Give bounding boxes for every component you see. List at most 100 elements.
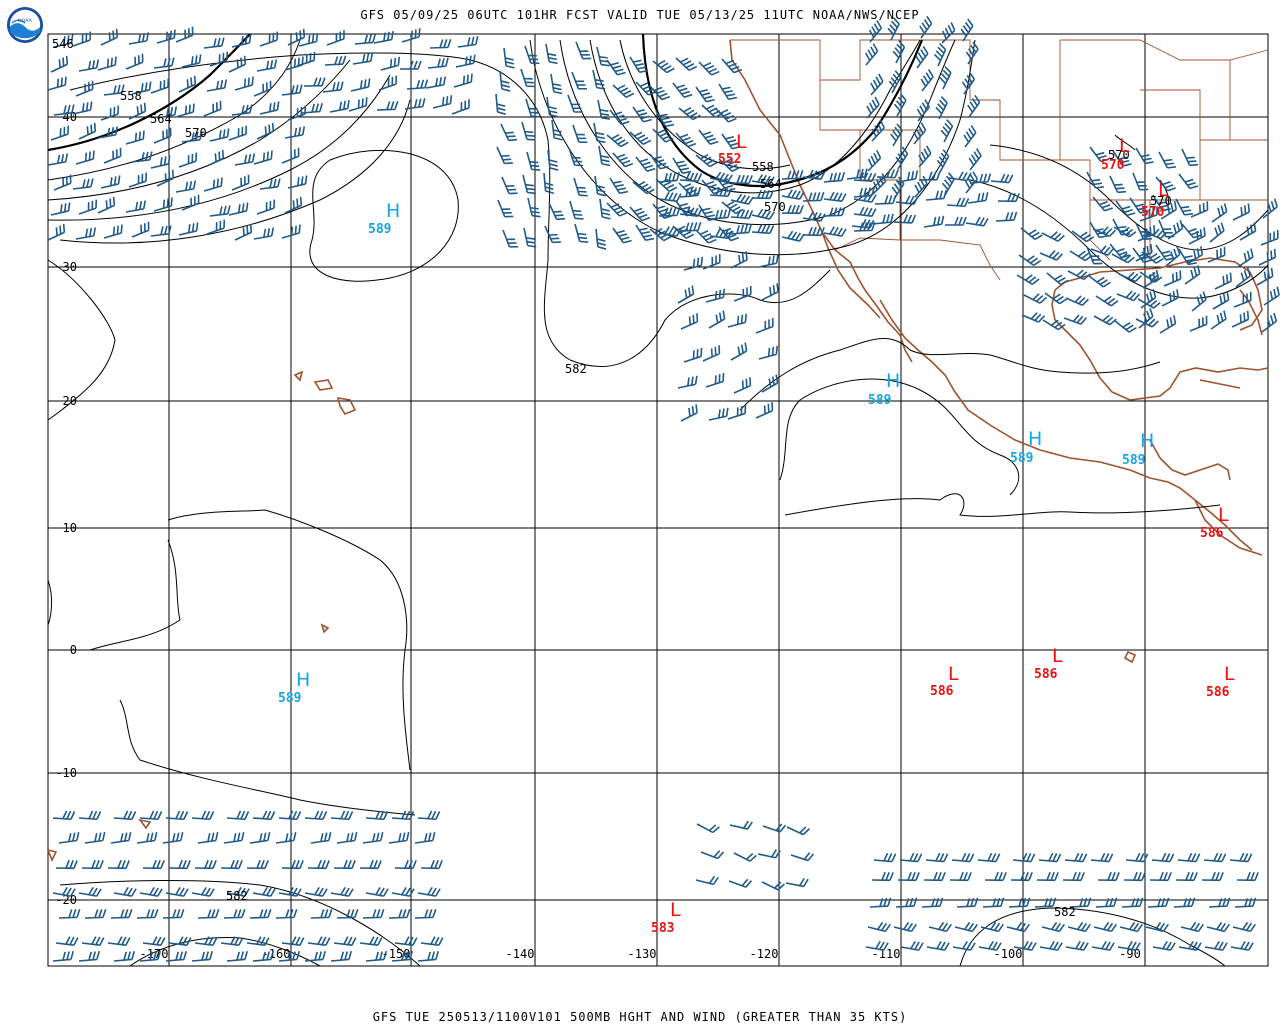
wind-barb (718, 83, 738, 101)
wind-barb (708, 407, 729, 421)
low-centers: L 552 L 570 L 570 L 586 L 586 L 586 L 58… (651, 131, 1235, 936)
wind-barb (1211, 203, 1228, 223)
wind-barb (718, 158, 741, 172)
wind-barb (897, 170, 919, 183)
wind-barb (980, 921, 1004, 933)
wind-barb (304, 810, 328, 821)
wind-barb (680, 404, 698, 422)
wind-barb (728, 878, 753, 888)
wind-barb (865, 940, 889, 951)
wind-barb (870, 73, 884, 96)
wind-barb (575, 41, 592, 60)
wind-barb (612, 152, 634, 168)
wind-barb (1065, 295, 1090, 307)
wind-barb (1112, 218, 1131, 236)
wind-barb (918, 171, 941, 181)
wind-barb (544, 225, 561, 244)
wind-barb (1109, 243, 1130, 259)
wind-barb (718, 226, 740, 242)
low-marker: L (1052, 645, 1063, 667)
wind-barb (1208, 897, 1231, 908)
wind-barb (895, 195, 919, 205)
wind-barb (81, 859, 104, 870)
wind-barb (652, 128, 674, 143)
wind-barb (53, 104, 75, 116)
wind-barb (635, 156, 656, 172)
wind-barb (103, 224, 123, 239)
contour-label: 558 (120, 89, 142, 103)
wind-barb (209, 128, 230, 142)
wind-barb (499, 70, 511, 92)
wind-barb (524, 45, 540, 65)
wind-barb (1214, 272, 1232, 290)
wind-barb (967, 191, 989, 204)
wind-barb (785, 877, 809, 888)
wind-barb (391, 950, 413, 962)
wind-barb (246, 859, 269, 870)
wind-barb (1095, 897, 1118, 908)
wind-barb (952, 940, 976, 951)
wind-barb (525, 98, 540, 118)
wind-barb (388, 909, 411, 919)
wind-barb (1020, 227, 1043, 241)
wind-barb (893, 214, 917, 224)
wind-barb (915, 45, 929, 69)
wind-barb (97, 56, 117, 71)
wind-barb (593, 122, 606, 144)
wind-barb (1041, 231, 1065, 242)
wind-barb (606, 133, 629, 148)
wind-barb (53, 34, 74, 48)
wind-barb (802, 226, 825, 237)
wind-barb (678, 106, 701, 121)
wind-barb (761, 881, 785, 891)
wind-barb (1067, 269, 1091, 281)
wind-barb (278, 810, 302, 821)
low-marker: L (1158, 179, 1169, 201)
wind-barb (1089, 146, 1110, 163)
wind-barb (956, 897, 979, 908)
wind-barb (330, 886, 354, 897)
wind-barb (352, 52, 374, 65)
wind-barb (876, 169, 900, 179)
wind-barb (55, 859, 78, 870)
wind-barb (933, 43, 947, 67)
wind-barb (568, 147, 584, 167)
latitude-label: -10 (55, 766, 77, 780)
wind-barb (1181, 223, 1202, 239)
wind-barb (103, 84, 125, 96)
high-marker: H (296, 669, 310, 691)
wind-barb (1063, 314, 1088, 325)
wind-barb (547, 149, 559, 171)
wind-barb (548, 202, 566, 221)
wind-barb (730, 174, 753, 185)
wind-barb (191, 886, 215, 897)
wind-barb (899, 852, 923, 863)
wind-barb (113, 886, 137, 897)
wind-barb (131, 221, 150, 238)
wind-barb (709, 228, 733, 239)
wind-barb (655, 110, 675, 128)
wind-barb (501, 176, 518, 195)
wind-barb (823, 171, 845, 183)
wind-barb (181, 131, 203, 143)
wind-barb (72, 178, 94, 190)
wind-barb (1230, 940, 1254, 951)
wind-barb (1117, 940, 1141, 951)
wind-barb (823, 207, 846, 217)
wind-barb (165, 886, 189, 897)
wind-barb (1069, 250, 1093, 262)
wind-barb (322, 81, 344, 93)
wind-barb (150, 225, 172, 237)
wind-barb (142, 859, 165, 870)
wind-barb (758, 345, 779, 360)
wind-barb (52, 950, 74, 962)
wind-barb (1113, 226, 1137, 238)
wind-barb (103, 147, 122, 164)
wind-barb (1125, 852, 1149, 863)
wind-barb (853, 172, 877, 183)
wind-barb (521, 121, 536, 141)
wind-barb (984, 871, 1007, 882)
wind-barb (658, 191, 682, 202)
wind-barb (256, 199, 276, 215)
wind-barb (178, 152, 198, 168)
